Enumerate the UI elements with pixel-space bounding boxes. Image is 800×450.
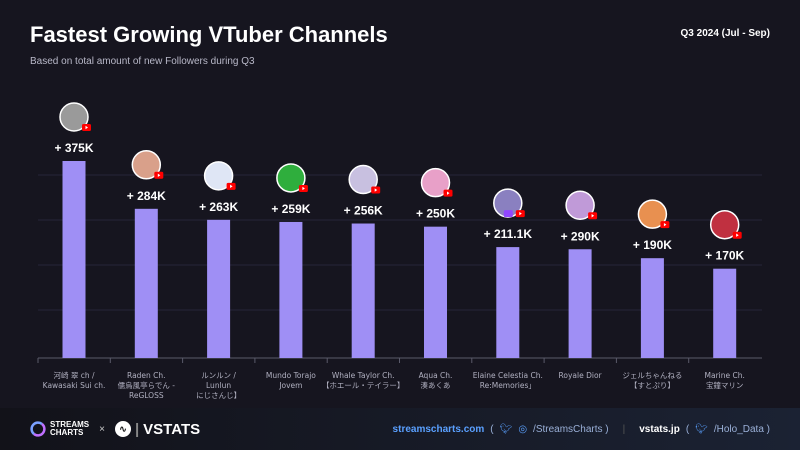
collab-x: × (99, 423, 105, 435)
category-label: ReGLOSS (129, 391, 164, 400)
vstats-icon: ∿ (114, 421, 131, 437)
instagram-icon: ◎ (518, 423, 528, 435)
bar (424, 226, 447, 358)
logo-text-1: STREAMS (50, 420, 90, 429)
streamscharts-link[interactable]: streamscharts.com (392, 423, 485, 435)
youtube-play-glyph (736, 233, 739, 237)
data-label: + 263K (199, 200, 238, 214)
data-label: + 284K (127, 189, 166, 203)
data-label: + 375K (54, 141, 93, 155)
category-label: にじさんじ】 (196, 391, 241, 400)
category-label: Re:Memories」 (480, 381, 536, 390)
channel-avatar (637, 199, 668, 229)
data-label: + 250K (416, 207, 455, 221)
twitter-icon: 🐦︎ (695, 423, 708, 435)
youtube-play-glyph (230, 184, 233, 189)
bar (351, 223, 375, 358)
channel-avatar (709, 209, 740, 240)
vstats-link[interactable]: vstats.jp (639, 423, 680, 435)
channel-avatar (565, 190, 595, 221)
bar (134, 208, 158, 358)
category-label: Jovem (278, 381, 302, 390)
data-label: + 211.1K (484, 227, 533, 241)
data-label: + 170K (705, 249, 744, 263)
footer: STREAMS CHARTS × ∿ | VSTATS streamscharts.c… (0, 408, 800, 450)
vstats-text: VSTATS (143, 420, 201, 438)
youtube-play-glyph (447, 191, 450, 195)
category-label: 宝鐘マリン (706, 380, 744, 390)
category-label: ジェルちゃんねる (622, 371, 682, 380)
bar (640, 258, 664, 358)
youtube-play-glyph (302, 186, 305, 191)
bar-chart: + 375K 河崎 翠 ch /Kawasaki Sui ch. + 284K Rad… (37, 102, 762, 400)
period-label: Q3 2024 (Jul - Sep) (680, 28, 770, 39)
bar (279, 221, 303, 358)
channel-avatar (59, 102, 89, 132)
streamscharts-handle[interactable]: /StreamsCharts ) (533, 423, 609, 435)
streamscharts-logo: STREAMS CHARTS (30, 421, 89, 437)
vstats-logo: ∿ | VSTATS (114, 420, 201, 438)
logo-text-2: CHARTS (50, 428, 84, 437)
vstats-handle[interactable]: /Holo_Data ) (713, 423, 770, 435)
paren: ( (685, 423, 690, 435)
bar (713, 268, 737, 358)
channel-avatar (348, 164, 378, 195)
youtube-play-glyph (591, 214, 595, 218)
category-label: 河崎 翠 ch / (53, 370, 95, 380)
youtube-play-glyph (374, 188, 378, 192)
youtube-play-glyph (519, 211, 522, 216)
page-subtitle: Based on total amount of new Followers d… (30, 56, 255, 67)
bar (496, 247, 520, 358)
category-label: ルンルン / (201, 371, 236, 380)
category-label: Royale Dior (559, 371, 603, 380)
category-label: Lunlun (206, 381, 231, 390)
category-label: Whale Taylor Ch. (332, 371, 395, 380)
twitter-icon: 🐦︎ (499, 423, 513, 435)
category-label: Mundo Torajo (266, 371, 316, 380)
data-label: + 190K (633, 238, 672, 252)
category-label: 湊あくあ (421, 380, 451, 390)
category-label: 【ホエール・テイラー】 (322, 381, 405, 390)
data-label: + 256K (344, 204, 383, 218)
category-label: Marine Ch. (705, 371, 745, 380)
category-label: Kawasaki Sui ch. (43, 381, 106, 390)
youtube-play-glyph (85, 125, 88, 130)
channel-avatar (420, 167, 451, 198)
twitch-icon (503, 210, 513, 218)
paren: ( (490, 423, 494, 435)
channel-avatar (131, 150, 162, 180)
channel-avatar (203, 161, 234, 191)
data-label: + 290K (561, 229, 600, 243)
category-label: Raden Ch. (127, 371, 166, 380)
category-label: 儒烏風亭らでん - (118, 380, 176, 390)
youtube-play-glyph (663, 222, 667, 227)
category-label: Elaine Celestia Ch. (473, 371, 543, 380)
divider: | (622, 423, 626, 435)
page-title: Fastest Growing VTuber Channels (30, 22, 388, 47)
youtube-play-glyph (157, 173, 161, 178)
category-label: Aqua Ch. (419, 371, 453, 380)
category-label: 【すとぷり】 (630, 381, 675, 390)
streamscharts-icon (30, 421, 46, 437)
channel-avatar (276, 163, 306, 193)
data-label: + 259K (271, 202, 310, 216)
bar (568, 249, 592, 358)
bar (207, 219, 231, 358)
bar (62, 161, 86, 358)
